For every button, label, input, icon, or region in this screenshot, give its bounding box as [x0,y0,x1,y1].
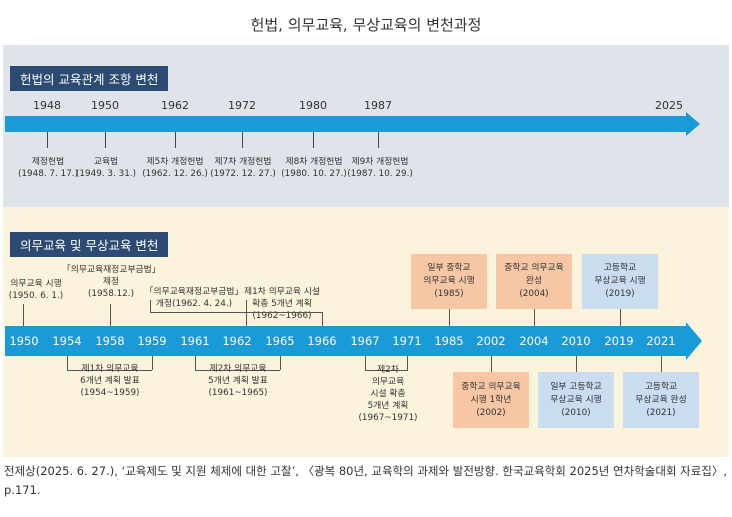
bracket [365,356,366,370]
tick [313,132,314,148]
event-box: 일부 고등학교 무상교육 시행 (2010) [538,372,614,428]
year-label: 2004 [519,334,549,348]
education-event: 「의무교육재정교부금법」 제정 (1958.12.) [62,265,161,299]
year-label: 2019 [604,334,634,348]
year-label: 1980 [299,99,327,112]
bracket [150,300,151,312]
year-label: 1950 [9,334,39,348]
connector [449,309,450,326]
bracket [365,370,408,371]
constitution-event: 제정헌법 (1948. 7. 17.) [18,157,79,179]
education-event: 제1차 의무교육 시설 확충 5개년 계획 (1962~1966) [244,287,320,321]
education-event: 제1차 의무교육 6개년 계획 발표 (1954~1959) [80,364,140,398]
year-label: 1971 [392,334,422,348]
education-event: 제2차 의무교육 5개년 계획 발표 (1961~1965) [208,364,268,398]
bracket [195,356,196,370]
tick [175,132,176,148]
connector [110,304,111,326]
bracket [195,370,280,371]
bracket [407,356,408,370]
tick [105,132,106,148]
year-label: 1948 [33,99,61,112]
year-label: 2025 [655,99,683,112]
year-label: 2021 [646,334,676,348]
tick [378,132,379,148]
year-label: 1954 [52,334,82,348]
year-label: 1961 [180,334,210,348]
year-label: 1965 [265,334,295,348]
connector [23,304,24,326]
education-event: 의무교육 시행 (1950. 6. 1.) [8,279,64,301]
year-label: 1959 [137,334,167,348]
event-box: 중학교 의무교육 시행 1학년 (2002) [453,372,529,428]
arrow-head-icon [686,112,700,136]
year-label: 1987 [364,99,392,112]
constitution-section-header: 헌법의 교육관계 조항 변천 [10,66,169,91]
connector [534,309,535,326]
bracket [67,356,68,370]
education-event: 「의무교육재정교부금법」 개정(1962. 4. 24.) [144,287,244,309]
year-label: 1950 [91,99,119,112]
bracket [67,370,152,371]
tick [47,132,48,148]
year-label: 1985 [434,334,464,348]
bracket [246,312,247,326]
bracket [150,312,246,313]
bracket [246,312,322,313]
connector [576,356,577,372]
year-label: 2010 [561,334,591,348]
year-label: 1962 [222,334,252,348]
bracket [152,356,153,370]
year-label: 1972 [228,99,256,112]
education-event: 제2차 의무교육 시설 확충 5개년 계획 (1967~1971) [358,365,418,423]
year-label: 1967 [350,334,380,348]
year-label: 1962 [161,99,189,112]
education-timeline-arrow [5,326,687,356]
constitution-event: 제7차 개정헌법 (1972. 12. 27.) [210,157,276,179]
year-label: 1966 [307,334,337,348]
connector [661,356,662,372]
bracket [322,312,323,326]
event-box: 고등학교 무상교육 완성 (2021) [623,372,699,428]
constitution-event: 제8차 개정헌법 (1980. 10. 27.) [281,157,347,179]
compulsory-section-header: 의무교육 및 무상교육 변천 [10,232,169,257]
constitution-event: 제5차 개정헌법 (1962. 12. 26.) [142,157,208,179]
year-label: 1958 [95,334,125,348]
arrow-head-icon [686,322,702,360]
source-citation: 전제상(2025. 6. 27.), ‘교육제도 및 지원 체제에 대한 고찰’… [4,464,728,497]
event-box: 중학교 의무교육 완성 (2004) [496,254,572,309]
connector [620,309,621,326]
bracket [246,300,247,312]
connector [491,356,492,372]
event-box: 일부 중학교 의무교육 시행 (1985) [411,254,487,309]
bracket [280,356,281,370]
event-box: 고등학교 무상교육 시행 (2019) [582,254,658,309]
constitution-event: 교육법 (1949. 3. 31.) [76,157,137,179]
constitution-event: 제9차 개정헌법 (1987. 10. 29.) [347,157,413,179]
tick [242,132,243,148]
year-label: 2002 [476,334,506,348]
constitution-timeline-arrow [5,116,687,132]
page-title: 헌법, 의무교육, 무상교육의 변천과정 [250,16,482,34]
